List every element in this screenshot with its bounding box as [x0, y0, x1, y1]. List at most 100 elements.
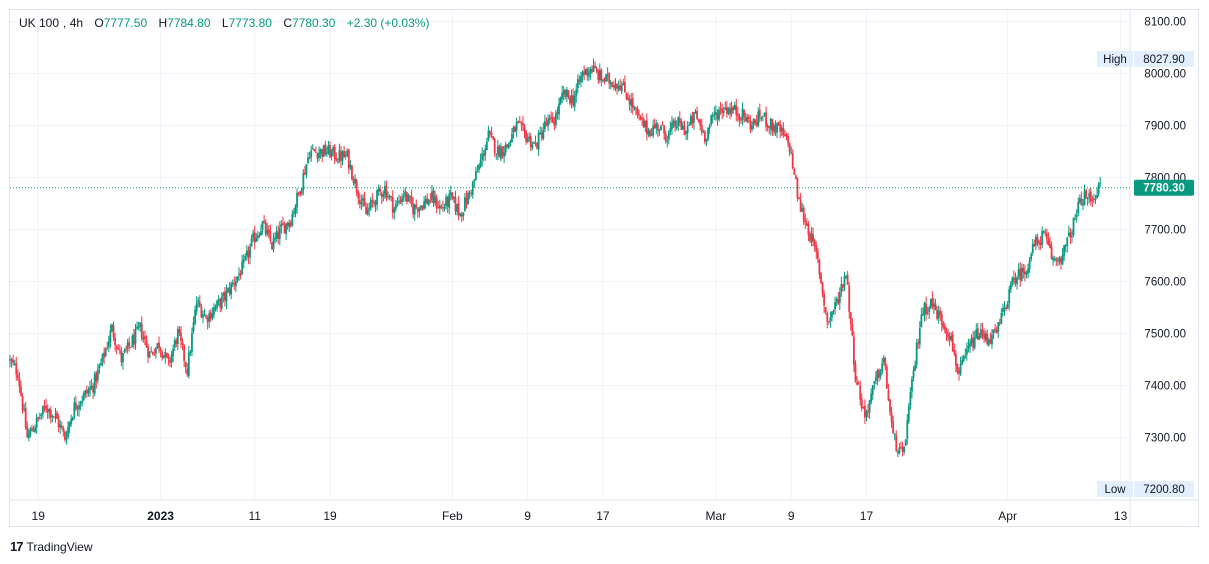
candle-body — [151, 352, 154, 355]
candle-body — [721, 108, 724, 113]
candle-body — [158, 342, 160, 349]
candle-body — [953, 349, 956, 354]
candle-body — [385, 185, 388, 198]
candle-body — [357, 191, 360, 199]
brand[interactable]: 17 TradingView — [10, 539, 93, 554]
candle-body — [283, 225, 286, 234]
candle-body — [482, 153, 485, 157]
candle-body — [117, 348, 120, 350]
candle-body — [834, 301, 836, 310]
candle-body — [558, 103, 560, 115]
candle-body — [878, 369, 880, 378]
time-tick-label: 9 — [524, 509, 531, 523]
candle-body — [288, 222, 291, 227]
candle-body — [581, 72, 584, 77]
candle-body — [1017, 269, 1020, 276]
candle-body — [735, 105, 738, 115]
candle-body — [382, 194, 385, 197]
candle-body — [802, 207, 805, 222]
candle-body — [26, 426, 29, 438]
candle-body — [360, 202, 363, 205]
candle-body — [976, 328, 979, 340]
candle-body — [704, 131, 706, 142]
candle-body — [18, 378, 21, 387]
candle-body — [730, 107, 733, 114]
candle-body — [49, 409, 52, 418]
candle-body — [531, 144, 534, 149]
candle-body — [184, 362, 187, 368]
candle-body — [567, 90, 570, 98]
candle-body — [714, 111, 717, 115]
candle-body — [843, 276, 846, 287]
candle-body — [991, 334, 993, 345]
candle-body — [136, 326, 138, 329]
candle-body — [1033, 244, 1036, 247]
candle-body — [161, 352, 164, 358]
candle-body — [234, 281, 237, 287]
candle-body — [816, 251, 819, 259]
candle-body — [368, 207, 371, 210]
candle-body — [156, 343, 159, 348]
candle-body — [821, 282, 824, 294]
candle-body — [366, 210, 369, 215]
candle-body — [707, 127, 709, 139]
candle-body — [222, 293, 225, 297]
candle-body — [457, 202, 460, 215]
candle-body — [123, 350, 126, 353]
candle-body — [562, 90, 565, 95]
candle-body — [1045, 233, 1048, 239]
candle-body — [76, 407, 79, 409]
candle-body — [1052, 258, 1055, 261]
low-marker-label: Low — [1104, 484, 1126, 496]
candle-body — [35, 417, 38, 428]
candle-body — [186, 368, 189, 375]
candle-body — [892, 421, 895, 434]
candle-body — [405, 192, 408, 202]
candle-body — [882, 357, 885, 363]
candle-body — [744, 116, 747, 122]
candle-body — [594, 66, 596, 68]
candle-body — [638, 114, 640, 116]
candle-body — [380, 193, 383, 198]
candle-body — [587, 72, 590, 77]
candle-body — [757, 111, 760, 127]
candle-body — [365, 206, 367, 214]
candle-body — [338, 150, 341, 161]
symbol-name: UK 100 — [19, 16, 60, 30]
candle-body — [697, 119, 700, 122]
candle-body — [1056, 260, 1059, 262]
candle-body — [716, 113, 719, 120]
last-price-label: 7780.30 — [1143, 183, 1185, 195]
candle-body — [189, 351, 192, 354]
candle-body — [206, 317, 209, 323]
candle-body — [89, 387, 91, 391]
candle-body — [341, 151, 344, 161]
candle-body — [874, 377, 877, 382]
candle-body — [346, 150, 349, 157]
candle-body — [176, 329, 179, 344]
candle-body — [627, 97, 629, 101]
candle-body — [975, 329, 978, 338]
candle-body — [426, 198, 429, 205]
candle-body — [887, 390, 890, 401]
candle-body — [164, 351, 167, 357]
candle-body — [809, 234, 811, 241]
candle-body — [868, 400, 871, 413]
candle-body — [485, 141, 488, 150]
tradingview-logo-icon: 17 — [10, 539, 24, 554]
candle-body — [1011, 278, 1014, 284]
candle-body — [619, 85, 622, 91]
candle-body — [1063, 245, 1066, 256]
candle-body — [950, 335, 953, 340]
candle-body — [642, 119, 645, 128]
candle-body — [876, 370, 879, 379]
candle-body — [443, 207, 446, 209]
candle-body — [554, 113, 557, 126]
candle-body — [115, 346, 118, 349]
time-tick-label: 2023 — [147, 509, 174, 523]
candle-body — [1072, 217, 1075, 236]
high-marker-value-bg — [1134, 50, 1194, 67]
candle-body — [547, 119, 549, 127]
candle-body — [233, 283, 236, 285]
